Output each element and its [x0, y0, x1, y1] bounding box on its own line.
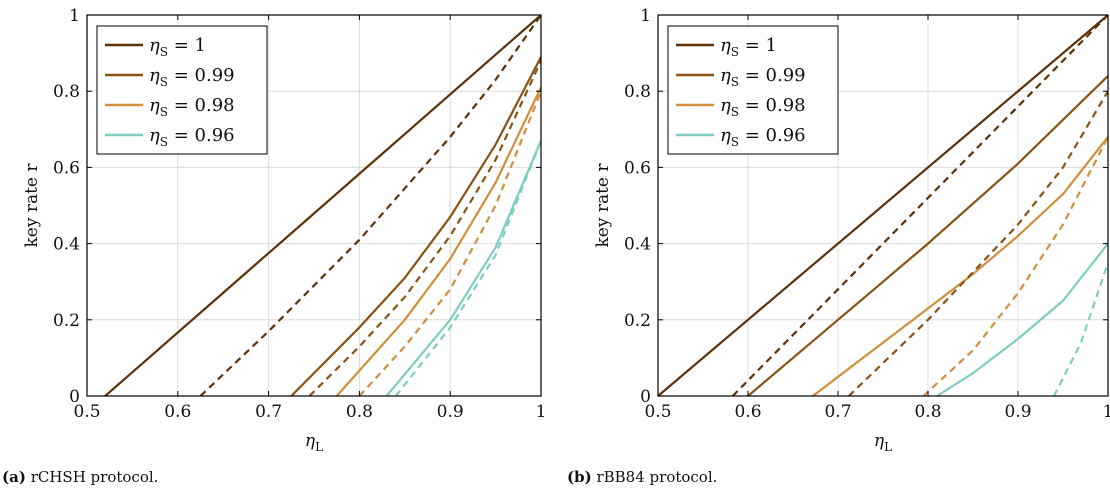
legend-label: ηS = 0.96	[720, 125, 806, 149]
solid-series-line	[104, 15, 541, 396]
dashed-series-line	[394, 140, 541, 396]
legend-label: ηS = 0.96	[149, 125, 235, 149]
plot-frame	[657, 14, 1109, 397]
y-axis-label: key rate r	[593, 163, 613, 248]
legend-label-value: = 0.96	[168, 125, 235, 146]
legend-label-sub: S	[160, 105, 168, 119]
x-tick-label: 0.5	[644, 402, 671, 422]
legend-label-main: η	[720, 95, 731, 116]
legend-label-sub: S	[160, 135, 168, 149]
y-tick-label: 0.2	[53, 311, 80, 331]
y-tick-label: 1	[640, 6, 651, 26]
legend-label: ηS = 0.99	[720, 65, 806, 89]
solid-series-line	[335, 86, 541, 396]
legend-label-value: = 0.98	[739, 95, 806, 116]
x-axis-label-sub: L	[315, 440, 323, 454]
caption-a: (a) rCHSH protocol.	[2, 468, 158, 486]
series-group	[104, 15, 541, 396]
x-tick-label: 0.6	[734, 402, 761, 422]
dashed-series-line	[731, 15, 1108, 396]
legend-label-value: = 0.99	[168, 65, 235, 86]
x-axis-label: ηL	[874, 431, 892, 454]
series-group	[658, 15, 1108, 396]
x-tick-label: 0.8	[914, 402, 941, 422]
y-tick-label: 0.8	[53, 82, 80, 102]
caption-b: (b) rBB84 protocol.	[567, 468, 717, 486]
legend-label-value: = 0.96	[739, 125, 806, 146]
legend-label-main: η	[720, 35, 731, 56]
legend-box	[96, 25, 268, 155]
y-tick-label: 1	[69, 6, 80, 26]
caption-b-label: (b)	[567, 468, 592, 486]
dashed-series-line	[848, 90, 1108, 396]
solid-series-line	[812, 136, 1108, 396]
legend-label-main: η	[149, 125, 160, 146]
legend-label-sub: S	[731, 75, 739, 89]
legend-label-main: η	[149, 35, 160, 56]
legend-label-sub: S	[160, 75, 168, 89]
x-tick-label: 0.6	[164, 402, 191, 422]
x-tick-label: 0.9	[1004, 402, 1031, 422]
y-tick-label: 0.2	[624, 311, 651, 331]
x-axis-label-main: η	[305, 431, 316, 451]
plot-frame	[86, 14, 542, 397]
legend-label-main: η	[720, 65, 731, 86]
y-tick-label: 0.4	[53, 235, 80, 255]
legend-label-sub: S	[731, 105, 739, 119]
legend-label-main: η	[720, 125, 731, 146]
solid-series-line	[747, 75, 1108, 396]
y-tick-label: 0.4	[624, 235, 651, 255]
x-tick-label: 0.7	[824, 402, 851, 422]
dashed-series-line	[1053, 262, 1108, 396]
legend-label: ηS = 0.99	[149, 65, 235, 89]
x-axis-label-sub: L	[884, 440, 892, 454]
caption-a-label: (a)	[2, 468, 26, 486]
y-tick-label: 0.6	[53, 158, 80, 178]
legend-label-sub: S	[731, 135, 739, 149]
legend-label-value: = 1	[168, 35, 206, 56]
dashed-series-line	[358, 90, 541, 396]
solid-series-line	[385, 140, 541, 396]
x-axis-label: ηL	[305, 431, 323, 454]
caption-b-text: rBB84 protocol.	[596, 468, 718, 486]
x-tick-label: 1	[536, 402, 547, 422]
x-tick-label: 0.7	[255, 402, 282, 422]
legend-label-sub: S	[160, 45, 168, 59]
x-axis-label-main: η	[874, 431, 885, 451]
legend-label-main: η	[149, 65, 160, 86]
solid-series-line	[658, 15, 1108, 396]
legend-label-main: η	[149, 95, 160, 116]
y-tick-label: 0	[640, 387, 651, 407]
dashed-series-line	[922, 136, 1108, 396]
dashed-series-line	[199, 15, 541, 396]
x-tick-label: 0.8	[346, 402, 373, 422]
solid-series-line	[290, 56, 541, 396]
y-axis-label: key rate r	[22, 163, 42, 248]
caption-a-text: rCHSH protocol.	[30, 468, 159, 486]
x-tick-label: 0.9	[437, 402, 464, 422]
x-tick-label: 0.5	[73, 402, 100, 422]
legend-label: ηS = 0.98	[149, 95, 235, 119]
y-tick-label: 0.8	[624, 82, 651, 102]
legend-label-value: = 0.98	[168, 95, 235, 116]
legend-box	[667, 25, 839, 155]
legend-label: ηS = 0.98	[720, 95, 806, 119]
legend-label-value: = 0.99	[739, 65, 806, 86]
legend-label: ηS = 1	[720, 35, 777, 59]
solid-series-line	[936, 242, 1108, 396]
dashed-series-line	[308, 60, 541, 396]
y-tick-label: 0	[69, 387, 80, 407]
y-tick-label: 0.6	[624, 158, 651, 178]
legend-label-value: = 1	[739, 35, 777, 56]
x-tick-label: 1	[1103, 402, 1110, 422]
legend-label: ηS = 1	[149, 35, 206, 59]
legend-label-sub: S	[731, 45, 739, 59]
